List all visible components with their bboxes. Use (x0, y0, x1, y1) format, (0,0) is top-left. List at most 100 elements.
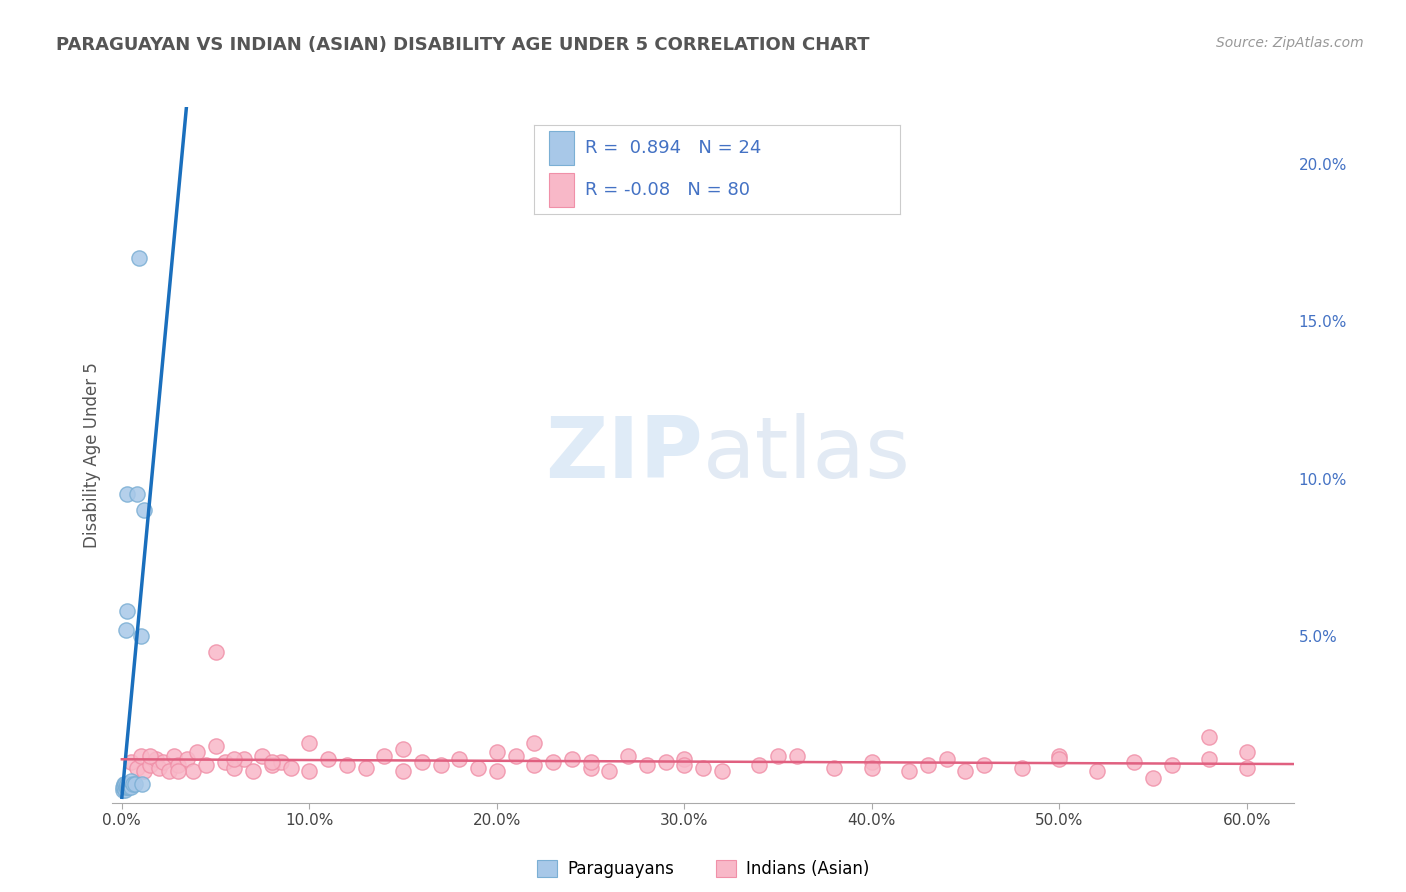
Point (134, 764, 156, 779)
Point (128, 251, 150, 265)
Point (786, 748, 808, 763)
Point (505, 748, 527, 763)
Point (163, 748, 186, 763)
Point (195, 758, 218, 772)
Point (485, 764, 508, 779)
Point (134, 503, 156, 517)
Point (561, 752, 583, 766)
Point (204, 739, 226, 753)
Point (124, 777, 146, 791)
Point (298, 736, 321, 750)
Point (1085, 764, 1108, 779)
Point (373, 748, 395, 763)
Point (766, 748, 789, 763)
Point (214, 755, 236, 769)
Point (139, 758, 162, 772)
Text: R = -0.08   N = 80: R = -0.08 N = 80 (585, 181, 751, 199)
Point (125, 761, 148, 775)
Point (1011, 761, 1033, 775)
Point (429, 758, 451, 772)
Point (748, 758, 770, 772)
Point (118, 777, 141, 791)
Point (125, 487, 148, 501)
Point (122, 777, 145, 791)
Point (129, 629, 152, 643)
Point (392, 764, 415, 779)
Point (617, 748, 640, 763)
Point (242, 764, 264, 779)
Point (955, 764, 977, 779)
Point (636, 758, 658, 772)
Point (316, 752, 339, 766)
Point (392, 742, 415, 756)
Point (710, 764, 733, 779)
Point (411, 755, 433, 769)
Point (152, 755, 174, 769)
Point (673, 752, 696, 766)
Point (280, 761, 302, 775)
Point (673, 758, 696, 772)
Point (111, 783, 134, 797)
Point (232, 752, 254, 766)
Point (1198, 752, 1220, 766)
Point (692, 761, 714, 775)
Point (1160, 758, 1182, 772)
Point (186, 746, 208, 760)
Point (120, 773, 142, 788)
Point (917, 758, 939, 772)
Y-axis label: Disability Age Under 5: Disability Age Under 5 (83, 362, 101, 548)
Point (260, 758, 283, 772)
Text: PARAGUAYAN VS INDIAN (ASIAN) DISABILITY AGE UNDER 5 CORRELATION CHART: PARAGUAYAN VS INDIAN (ASIAN) DISABILITY … (56, 36, 870, 54)
Point (112, 777, 135, 791)
Point (176, 752, 198, 766)
Point (148, 761, 170, 775)
Point (115, 623, 138, 637)
Point (114, 783, 136, 797)
Point (298, 764, 321, 779)
Point (117, 780, 139, 794)
Point (117, 780, 139, 794)
Point (112, 780, 135, 794)
Point (1047, 752, 1070, 766)
Point (973, 758, 995, 772)
Point (1047, 748, 1070, 763)
Point (224, 761, 246, 775)
Point (145, 752, 167, 766)
Point (114, 780, 136, 794)
Point (131, 777, 153, 791)
Point (654, 755, 676, 769)
Point (1142, 771, 1164, 785)
Bar (548, 131, 575, 165)
Point (204, 645, 226, 659)
Point (260, 755, 283, 769)
Legend: Paraguayans, Indians (Asian): Paraguayans, Indians (Asian) (530, 854, 876, 885)
Point (1198, 730, 1220, 744)
Point (120, 755, 142, 769)
Point (224, 752, 246, 766)
Point (120, 780, 142, 794)
Bar (548, 173, 575, 207)
Text: R =  0.894   N = 24: R = 0.894 N = 24 (585, 139, 762, 157)
Point (354, 761, 377, 775)
Point (598, 764, 620, 779)
Point (579, 755, 602, 769)
Point (118, 780, 141, 794)
Point (579, 761, 602, 775)
Point (252, 748, 274, 763)
Point (860, 761, 883, 775)
Point (270, 755, 292, 769)
Point (1236, 761, 1258, 775)
Point (523, 736, 546, 750)
Point (898, 764, 921, 779)
Point (167, 764, 190, 779)
Point (112, 780, 135, 794)
Text: ZIP: ZIP (546, 413, 703, 497)
Point (117, 777, 139, 791)
Point (139, 748, 162, 763)
Point (117, 487, 139, 501)
Point (1236, 746, 1258, 760)
Point (157, 764, 180, 779)
Point (485, 746, 508, 760)
Point (860, 755, 883, 769)
Text: Source: ZipAtlas.com: Source: ZipAtlas.com (1216, 36, 1364, 50)
